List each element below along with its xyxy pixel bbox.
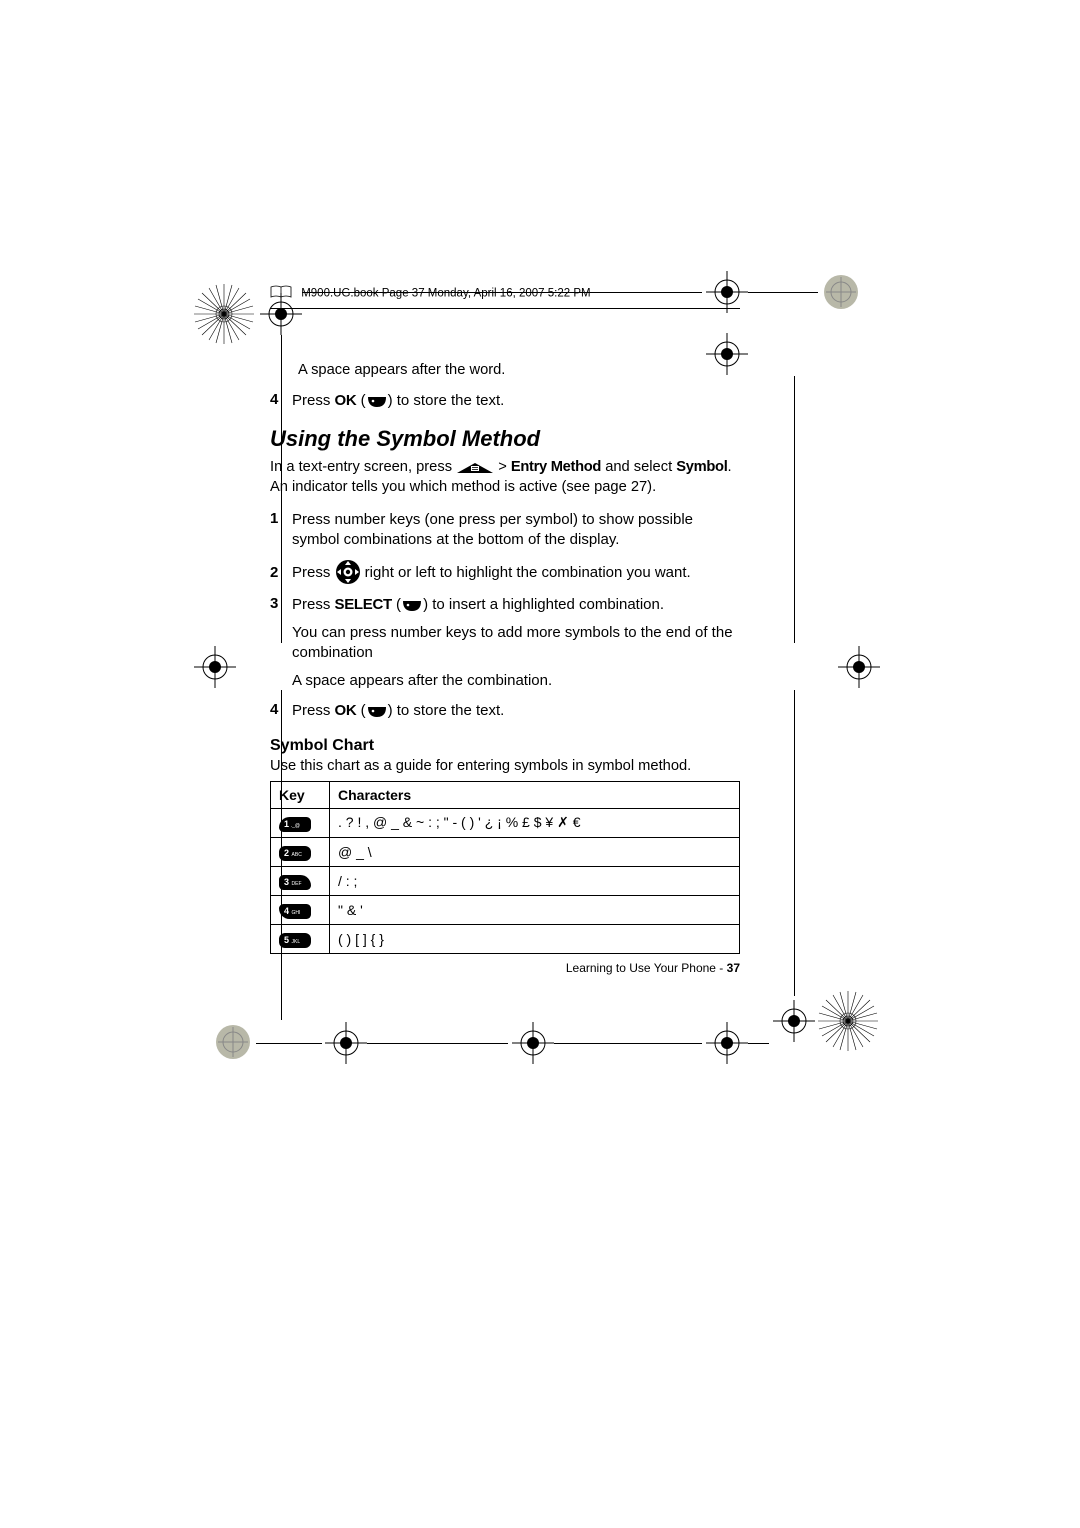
nav-key-icon bbox=[335, 564, 361, 581]
entry-method-label: Entry Method bbox=[511, 459, 601, 475]
menu-key-icon bbox=[456, 459, 494, 475]
step-2: 2 Press right or left to highlight the c… bbox=[270, 559, 740, 585]
ok-label: OK bbox=[335, 392, 357, 409]
book-icon bbox=[270, 285, 292, 302]
step-body: Press OK ( ) to store the text. bbox=[292, 701, 740, 721]
table-header-row: Key Characters bbox=[271, 781, 740, 808]
key-cell: 3 DEF bbox=[271, 866, 330, 895]
step-3: 3 Press SELECT ( ) to insert a highlighte… bbox=[270, 595, 740, 691]
ok-label: OK bbox=[335, 702, 357, 719]
softkey-icon bbox=[366, 702, 388, 719]
chars-cell: " & ' bbox=[330, 895, 740, 924]
key-5-icon: 5 JKL bbox=[279, 933, 311, 948]
softkey-icon bbox=[401, 596, 423, 613]
color-mark-icon bbox=[823, 274, 859, 310]
text: You can press number keys to add more sy… bbox=[292, 623, 740, 663]
step-1: 1 Press number keys (one press per symbo… bbox=[270, 510, 740, 550]
registration-mark-icon bbox=[194, 646, 236, 688]
select-label: SELECT bbox=[335, 596, 392, 613]
key-cell: 2 ABC bbox=[271, 837, 330, 866]
page-number: 37 bbox=[727, 961, 740, 975]
text: Press bbox=[292, 392, 335, 409]
section-intro: In a text-entry screen, press > Entry Me… bbox=[270, 458, 740, 497]
text: ) to insert a highlighted combination. bbox=[423, 596, 664, 613]
text: Press bbox=[292, 702, 335, 719]
page-footer: Learning to Use Your Phone - 37 bbox=[566, 961, 740, 975]
step-number: 2 bbox=[270, 564, 292, 581]
page-content: M900.UG.book Page 37 Monday, April 16, 2… bbox=[270, 285, 740, 975]
crop-line bbox=[748, 292, 818, 293]
text: . bbox=[727, 459, 731, 475]
chars-cell: / : ; bbox=[330, 866, 740, 895]
page-header: M900.UG.book Page 37 Monday, April 16, 2… bbox=[270, 285, 740, 309]
registration-mark-icon bbox=[838, 646, 880, 688]
header-text: M900.UG.book Page 37 Monday, April 16, 2… bbox=[301, 288, 590, 300]
text: An indicator tells you which method is a… bbox=[270, 479, 656, 495]
chart-title: Symbol Chart bbox=[270, 737, 740, 755]
chars-cell: ( ) [ ] { } bbox=[330, 924, 740, 953]
key-3-icon: 3 DEF bbox=[279, 875, 311, 890]
step-4a: 4 Press OK ( ) to store the text. bbox=[270, 391, 740, 411]
registration-mark-icon bbox=[773, 1000, 815, 1042]
intro-text: A space appears after the word. bbox=[298, 361, 740, 381]
crop-line bbox=[794, 376, 795, 643]
chars-cell: @ _ \ bbox=[330, 837, 740, 866]
step-number: 4 bbox=[270, 701, 292, 721]
section-title: Using the Symbol Method bbox=[270, 426, 740, 452]
table-row: 3 DEF / : ; bbox=[271, 866, 740, 895]
crop-line bbox=[794, 690, 795, 996]
key-cell: 1 ._@ bbox=[271, 808, 330, 837]
step-number: 3 bbox=[270, 595, 292, 691]
text: Press bbox=[292, 596, 335, 613]
key-cell: 4 GHI bbox=[271, 895, 330, 924]
registration-mark-icon bbox=[325, 1022, 367, 1064]
step-body: Press number keys (one press per symbol)… bbox=[292, 510, 740, 550]
text: ( bbox=[392, 596, 401, 613]
chart-intro: Use this chart as a guide for entering s… bbox=[270, 757, 740, 777]
crop-line bbox=[748, 1043, 769, 1044]
crop-line bbox=[367, 1043, 508, 1044]
footer-text: Learning to Use Your Phone - bbox=[566, 961, 727, 975]
text: right or left to highlight the combinati… bbox=[361, 564, 691, 581]
symbol-label: Symbol bbox=[676, 459, 727, 475]
step-body: Press OK ( ) to store the text. bbox=[292, 391, 740, 411]
text: Press bbox=[292, 564, 335, 581]
text: ) to store the text. bbox=[388, 702, 505, 719]
col-key: Key bbox=[271, 781, 330, 808]
registration-mark-icon bbox=[512, 1022, 554, 1064]
table-row: 1 ._@ . ? ! , @ _ & ~ : ; " - ( ) ' ¿ ¡ … bbox=[271, 808, 740, 837]
step-body: Press SELECT ( ) to insert a highlighted … bbox=[292, 595, 740, 691]
registration-mark-icon bbox=[706, 1022, 748, 1064]
table-row: 2 ABC @ _ \ bbox=[271, 837, 740, 866]
text: ( bbox=[356, 702, 365, 719]
key-4-icon: 4 GHI bbox=[279, 904, 311, 919]
table-row: 5 JKL ( ) [ ] { } bbox=[271, 924, 740, 953]
key-cell: 5 JKL bbox=[271, 924, 330, 953]
text: and select bbox=[601, 459, 676, 475]
step-number: 4 bbox=[270, 391, 292, 411]
col-chars: Characters bbox=[330, 781, 740, 808]
text: ) to store the text. bbox=[388, 392, 505, 409]
step-body: Press right or left to highlight the com… bbox=[292, 559, 740, 585]
crop-line bbox=[554, 1043, 702, 1044]
step-number: 1 bbox=[270, 510, 292, 550]
text: In a text-entry screen, press bbox=[270, 459, 456, 475]
sunburst-icon bbox=[818, 991, 878, 1051]
step-4b: 4 Press OK ( ) to store the text. bbox=[270, 701, 740, 721]
table-row: 4 GHI " & ' bbox=[271, 895, 740, 924]
chars-cell: . ? ! , @ _ & ~ : ; " - ( ) ' ¿ ¡ % £ $ … bbox=[330, 808, 740, 837]
sunburst-icon bbox=[194, 284, 254, 344]
symbol-table: Key Characters 1 ._@ . ? ! , @ _ & ~ : ;… bbox=[270, 781, 740, 954]
key-2-icon: 2 ABC bbox=[279, 846, 311, 861]
text: A space appears after the combination. bbox=[292, 671, 740, 691]
key-1-icon: 1 ._@ bbox=[279, 817, 311, 832]
softkey-icon bbox=[366, 392, 388, 409]
text: > bbox=[494, 459, 511, 475]
color-mark-icon bbox=[215, 1024, 251, 1060]
text: ( bbox=[356, 392, 365, 409]
crop-line bbox=[256, 1043, 322, 1044]
